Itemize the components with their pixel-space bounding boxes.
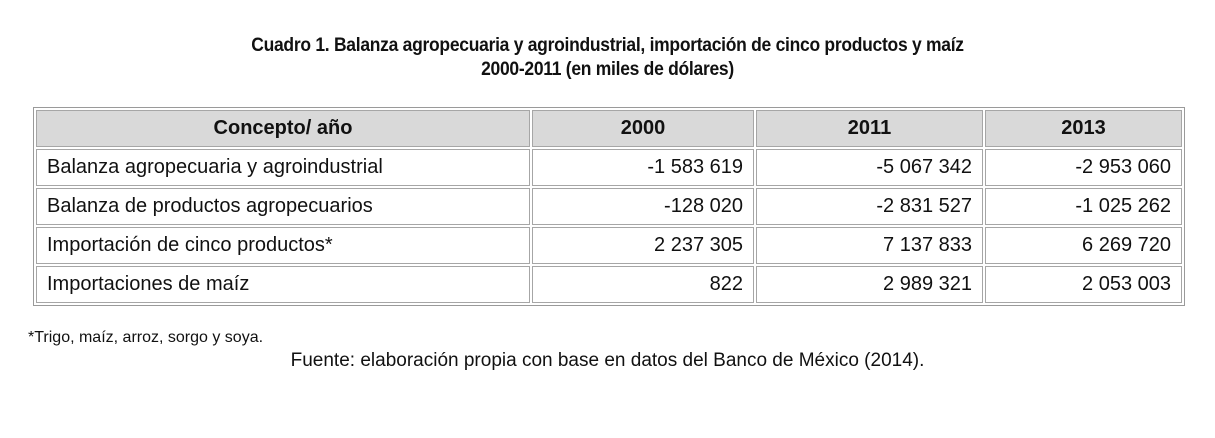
header-2011: 2011	[756, 110, 983, 147]
table-row: Balanza de productos agropecuarios -128 …	[36, 188, 1182, 225]
data-table: Concepto/ año 2000 2011 2013 Balanza agr…	[33, 107, 1185, 306]
cell-value: 822	[532, 266, 754, 303]
cell-value: -2 953 060	[985, 149, 1182, 186]
cell-value: -2 831 527	[756, 188, 983, 225]
table-row: Importación de cinco productos* 2 237 30…	[36, 227, 1182, 264]
cell-value: -1 583 619	[532, 149, 754, 186]
header-concepto: Concepto/ año	[36, 110, 530, 147]
cell-value: -1 025 262	[985, 188, 1182, 225]
cell-value: 2 989 321	[756, 266, 983, 303]
cell-value: -128 020	[532, 188, 754, 225]
row-label: Balanza de productos agropecuarios	[36, 188, 530, 225]
footnote: *Trigo, maíz, arroz, sorgo y soya.	[28, 329, 264, 346]
header-2013: 2013	[985, 110, 1182, 147]
title-line-2: 2000-2011 (en miles de dólares)	[481, 59, 734, 80]
header-row: Concepto/ año 2000 2011 2013	[36, 110, 1182, 147]
row-label: Importación de cinco productos*	[36, 227, 530, 264]
cell-value: 7 137 833	[756, 227, 983, 264]
table-row: Balanza agropecuaria y agroindustrial -1…	[36, 149, 1182, 186]
table-row: Importaciones de maíz 822 2 989 321 2 05…	[36, 266, 1182, 303]
cell-value: 2 237 305	[532, 227, 754, 264]
cell-value: -5 067 342	[756, 149, 983, 186]
row-label: Balanza agropecuaria y agroindustrial	[36, 149, 530, 186]
source-note: Fuente: elaboración propia con base en d…	[290, 350, 925, 371]
cell-value: 6 269 720	[985, 227, 1182, 264]
title-line-1: Cuadro 1. Balanza agropecuaria y agroind…	[251, 35, 964, 56]
row-label: Importaciones de maíz	[36, 266, 530, 303]
header-2000: 2000	[532, 110, 754, 147]
table-title: Cuadro 1. Balanza agropecuaria y agroind…	[0, 34, 1215, 82]
cell-value: 2 053 003	[985, 266, 1182, 303]
